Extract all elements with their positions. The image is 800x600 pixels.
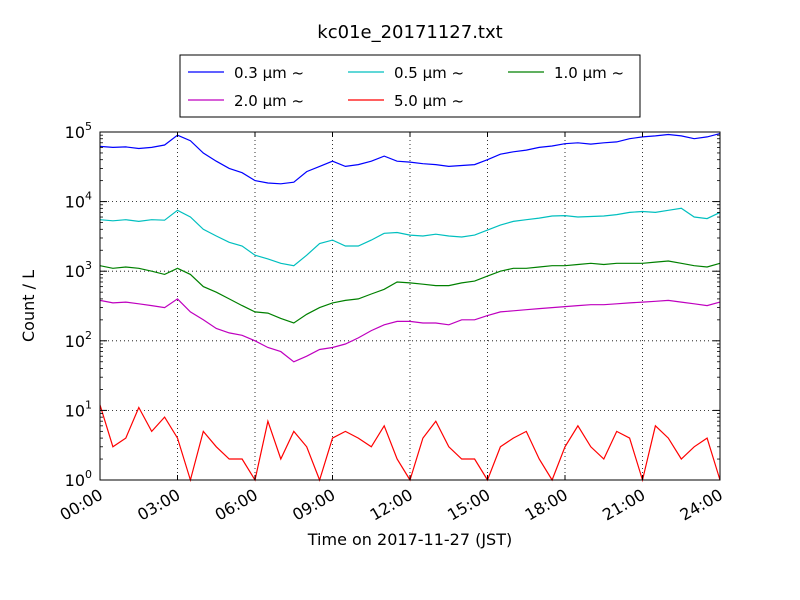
series-line-0 — [99, 133, 721, 185]
legend-label-4: 5.0 μm ~ — [394, 92, 464, 110]
series-layer — [99, 133, 721, 483]
x-tick-label: 06:00 — [212, 485, 261, 525]
x-tick-label: 24:00 — [677, 485, 726, 525]
y-tick-label: 103 — [65, 259, 92, 281]
y-tick-label: 104 — [65, 190, 92, 212]
x-tick-label: 12:00 — [367, 485, 416, 525]
legend-label-0: 0.3 μm ~ — [234, 64, 304, 82]
y-tick-label: 102 — [65, 329, 92, 351]
x-tick-labels: 00:00 03:00 06:00 09:00 12:00 15:00 18:00 21:00… — [57, 485, 726, 525]
legend-label-2: 1.0 μm ~ — [554, 64, 624, 82]
y-tick-label: 101 — [65, 398, 92, 420]
y-tick-label: 100 — [65, 468, 92, 490]
x-tick-label: 00:00 — [57, 485, 106, 525]
legend-frame — [179, 54, 641, 118]
axis-ticks — [99, 131, 721, 481]
series-line-3 — [99, 298, 721, 363]
y-tick-label: 105 — [65, 120, 92, 142]
series-line-1 — [99, 207, 721, 267]
y-tick-labels: 100 101 102 103 104 105 — [65, 120, 92, 490]
legend: 0.3 μm ~ 0.5 μm ~ 1.0 μm ~ 2.0 μm ~ 5.0 μm ~ — [179, 54, 641, 118]
x-tick-label: 21:00 — [599, 485, 648, 525]
legend-label-3: 2.0 μm ~ — [234, 92, 304, 110]
x-tick-label: 03:00 — [134, 485, 183, 525]
series-line-2 — [99, 260, 721, 324]
legend-label-1: 0.5 μm ~ — [394, 64, 464, 82]
x-axis-label: Time on 2017-11-27 (JST) — [307, 530, 512, 549]
grid — [100, 132, 720, 480]
x-tick-label: 09:00 — [289, 485, 338, 525]
chart-title: kc01e_20171127.txt — [317, 22, 502, 43]
x-tick-label: 18:00 — [522, 485, 571, 525]
x-tick-label: 15:00 — [444, 485, 493, 525]
y-axis-label: Count / L — [19, 270, 38, 342]
